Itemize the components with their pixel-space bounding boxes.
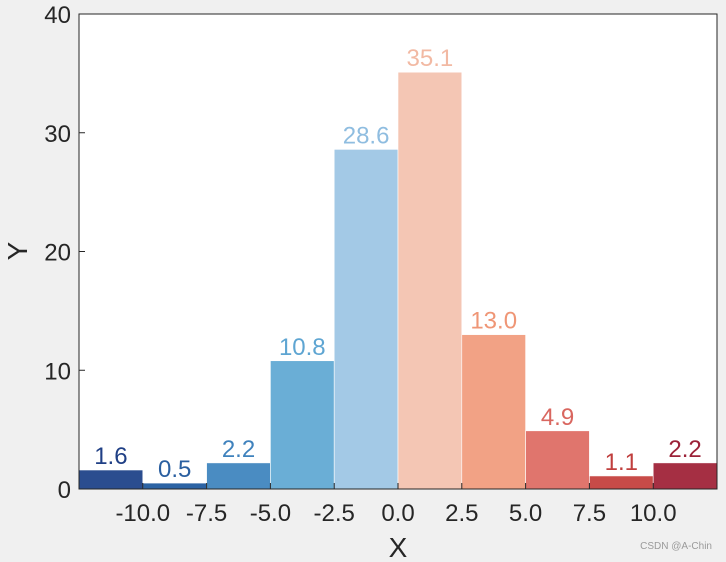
y-tick-label: 20 xyxy=(44,240,71,267)
x-axis-ticks: -10.0 -7.5 -5.0 -2.5 0.0 2.5 5.0 7.5 10.0 xyxy=(115,483,677,527)
histogram-bar xyxy=(525,430,590,490)
bar-value-label: 13.0 xyxy=(470,308,517,335)
y-tick-label: 10 xyxy=(44,358,71,385)
y-axis-label: Y xyxy=(2,241,33,260)
histogram-bar xyxy=(270,360,335,490)
bar-value-label: 10.8 xyxy=(279,334,326,361)
bars-group xyxy=(78,71,718,490)
histogram-bar xyxy=(397,71,463,490)
y-axis-ticks: 0 10 20 30 40 xyxy=(44,2,85,504)
y-tick-label: 30 xyxy=(44,121,71,148)
bar-value-label: 28.6 xyxy=(343,122,390,149)
bar-value-label: 1.6 xyxy=(94,443,127,470)
histogram-bar xyxy=(142,482,207,490)
x-tick-label: 7.5 xyxy=(573,500,606,527)
x-tick-label: -5.0 xyxy=(250,500,291,527)
x-tick-label: 0.0 xyxy=(381,500,414,527)
x-tick-label: 5.0 xyxy=(509,500,542,527)
y-tick-label: 0 xyxy=(58,477,71,504)
x-tick-label: -2.5 xyxy=(314,500,355,527)
bar-value-label: 35.1 xyxy=(407,45,454,72)
x-tick-label: -10.0 xyxy=(115,500,170,527)
histogram-bar xyxy=(206,462,271,490)
histogram-bar xyxy=(589,475,654,490)
histogram-bar xyxy=(78,469,144,490)
watermark-text: CSDN @A-Chin xyxy=(640,541,712,552)
y-tick-label: 40 xyxy=(44,2,71,29)
bar-value-label: 2.2 xyxy=(668,436,701,463)
histogram-bar xyxy=(652,462,718,490)
histogram-bar xyxy=(333,149,399,490)
x-tick-label: 2.5 xyxy=(445,500,478,527)
bar-value-label: 4.9 xyxy=(541,404,574,431)
bar-value-label: 2.2 xyxy=(222,436,255,463)
x-tick-label: -7.5 xyxy=(186,500,227,527)
bar-value-label: 0.5 xyxy=(158,456,191,483)
x-axis-label: X xyxy=(389,532,408,562)
bar-labels-group: 1.6 0.5 2.2 10.8 28.6 35.1 13.0 4.9 1.1 2.2 xyxy=(94,45,702,483)
histogram-bar xyxy=(461,334,526,490)
x-tick-label: 10.0 xyxy=(630,500,677,527)
bar-value-label: 1.1 xyxy=(605,449,638,476)
